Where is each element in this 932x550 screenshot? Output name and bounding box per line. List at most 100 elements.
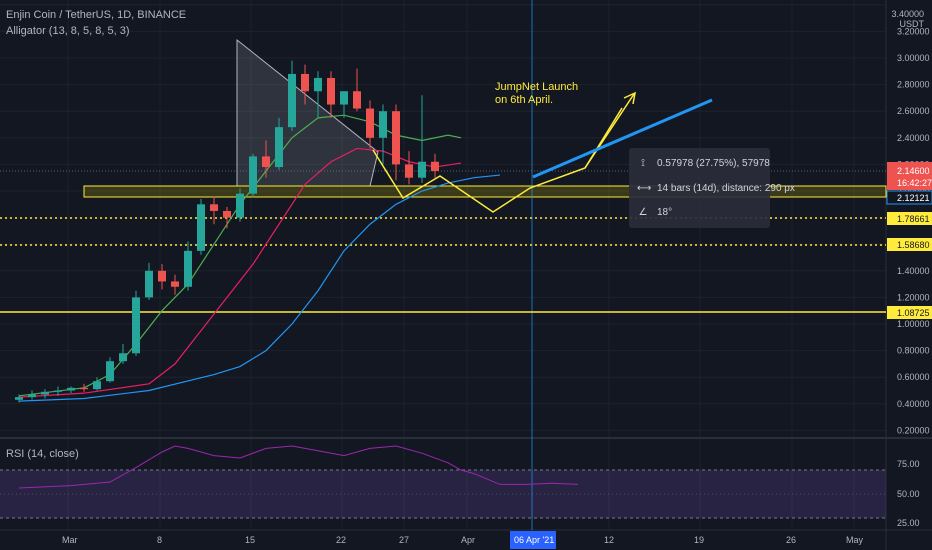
measure-price-row: ⟟ 0.57978 (27.75%), 57978 xyxy=(637,158,770,169)
candle-body xyxy=(340,91,348,105)
candle-body xyxy=(392,111,400,165)
candle-body xyxy=(314,77,322,92)
annotation-line-1: JumpNet Launch xyxy=(495,81,578,93)
alligator-legend[interactable]: Alligator (13, 8, 5, 8, 5, 3) xyxy=(6,25,130,37)
candle xyxy=(262,140,270,178)
time-highlight-text: 06 Apr '21 xyxy=(514,535,554,545)
candle xyxy=(41,389,49,399)
time-label-12: 12 xyxy=(604,535,614,545)
candle-body xyxy=(132,297,140,354)
measure-bars-text: 14 bars (14d), distance: 290 px xyxy=(657,183,795,194)
price-tick-label: 1.40000 xyxy=(897,266,930,276)
uptrend-line[interactable] xyxy=(532,98,713,179)
candle xyxy=(366,100,374,149)
candle xyxy=(379,104,387,165)
candle xyxy=(54,386,62,396)
candle xyxy=(80,383,88,392)
price-axis-header: 3.40000 USDT xyxy=(891,9,924,29)
price-tick-label: 0.40000 xyxy=(897,399,930,409)
time-label-27: 27 xyxy=(399,535,409,545)
measure-bars-row: ⟷ 14 bars (14d), distance: 290 px xyxy=(637,183,795,194)
candle xyxy=(210,196,218,225)
support-1-badge xyxy=(886,190,932,205)
candle xyxy=(119,343,127,364)
candle xyxy=(28,390,36,400)
measure-angle-text: 18° xyxy=(657,207,673,218)
annotation-line-2: on 6th April. xyxy=(495,94,553,106)
candle xyxy=(145,262,153,301)
candle xyxy=(418,95,426,184)
candle-body xyxy=(353,91,361,109)
support-1-text: 2.12121 xyxy=(897,193,930,203)
rsi-axis-ticks: 75.00 50.00 25.00 xyxy=(897,459,920,528)
support-zone[interactable] xyxy=(83,185,887,198)
measure-angle-row: ∠ 18° xyxy=(637,207,673,218)
candle xyxy=(301,64,309,105)
rsi-line xyxy=(18,445,579,489)
candle-body xyxy=(197,204,205,251)
candle-body xyxy=(67,387,75,391)
candle-body xyxy=(327,77,335,105)
measure-price-text: 0.57978 (27.75%), 57978 xyxy=(657,158,770,169)
candle-body xyxy=(93,381,101,390)
symbol-legend[interactable]: Enjin Coin / TetherUS, 1D, BINANCE xyxy=(6,9,187,21)
time-label-15: 15 xyxy=(245,535,255,545)
price-tick-label: 3.20000 xyxy=(897,26,930,36)
rsi-legend[interactable]: RSI (14, close) xyxy=(6,448,79,460)
rsi-band xyxy=(0,470,886,518)
time-label-19: 19 xyxy=(694,535,704,545)
candle-body xyxy=(158,270,166,282)
time-axis: Mar 8 15 22 27 Apr 06 Apr '21 12 19 26 M… xyxy=(62,531,864,549)
candle xyxy=(67,386,75,394)
current-price-badge xyxy=(887,162,932,190)
candle xyxy=(236,188,244,222)
projection-arrow-shaft xyxy=(584,93,635,169)
jumpnet-annotation[interactable]: JumpNet Launch on 6th April. xyxy=(495,81,578,106)
candle xyxy=(171,274,179,295)
support-3-badge xyxy=(887,238,932,251)
time-label-26: 26 xyxy=(786,535,796,545)
candle-body xyxy=(184,250,192,287)
candle xyxy=(15,394,23,403)
candle-body xyxy=(301,73,309,92)
axis-top-label: 3.40000 xyxy=(891,9,924,19)
countdown-text: 16:42:27 xyxy=(897,178,932,188)
candle-body xyxy=(41,391,49,395)
rsi-tick-50: 50.00 xyxy=(897,489,920,499)
candle-body xyxy=(249,156,257,194)
price-range-icon: ⟟ xyxy=(641,158,645,169)
candle xyxy=(249,153,257,198)
price-tick-label: 1.00000 xyxy=(897,319,930,329)
candle-body xyxy=(80,387,88,390)
candle xyxy=(158,264,166,290)
candle-body xyxy=(288,73,296,128)
price-tick-label: 0.60000 xyxy=(897,372,930,382)
candle-body xyxy=(275,127,283,168)
candle xyxy=(353,68,361,112)
support-4-text: 1.08725 xyxy=(897,308,930,318)
candle xyxy=(223,206,231,229)
time-label-apr: Apr xyxy=(461,535,475,545)
candle-body xyxy=(418,161,426,178)
candle-body xyxy=(171,281,179,287)
candle-body xyxy=(223,210,231,218)
time-label-mar: Mar xyxy=(62,535,78,545)
price-tick-label: 0.20000 xyxy=(897,425,930,435)
candle xyxy=(93,377,101,391)
price-tick-label: 1.20000 xyxy=(897,292,930,302)
support-2-badge xyxy=(887,212,932,225)
candle-body xyxy=(106,361,114,382)
support-3-text: 1.58680 xyxy=(897,240,930,250)
time-label-8: 8 xyxy=(157,535,162,545)
candle-body xyxy=(405,164,413,178)
candle-body xyxy=(28,394,36,398)
support-4-badge xyxy=(887,306,932,319)
price-tick-label: 2.60000 xyxy=(897,106,930,116)
candle xyxy=(431,153,439,178)
candle xyxy=(340,91,348,118)
support-2-text: 1.78661 xyxy=(897,214,930,224)
measure-tooltip: ⟟ 0.57978 (27.75%), 57978 ⟷ 14 bars (14d… xyxy=(629,148,795,228)
current-price-text: 2.14600 xyxy=(897,166,930,176)
